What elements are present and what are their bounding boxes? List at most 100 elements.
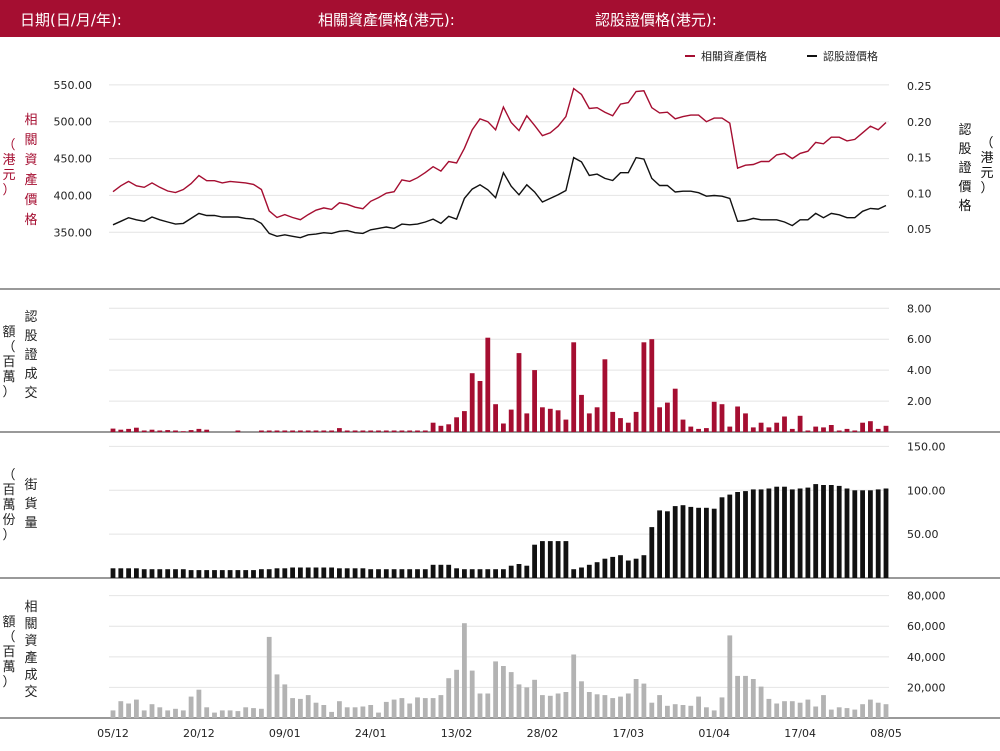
warrant-turnover-bar (149, 429, 155, 432)
underlying-turnover-bar (399, 698, 405, 718)
underlying-turnover-bar (633, 679, 639, 718)
panel4-axis-unit-char: ） (2, 675, 15, 690)
outstanding-bar (454, 568, 459, 578)
panel4-axis-unit-char: 萬 (2, 660, 15, 675)
warrant-turnover-bar (735, 406, 740, 432)
info-header-bar: 日期(日/月/年): 相關資產價格(港元): 認股證價格(港元): (0, 0, 1000, 37)
panel3-axis-unit-char: 萬 (2, 498, 15, 513)
left-axis-unit-char: 港 (2, 153, 15, 168)
right-tick-label: 20,000 (907, 681, 946, 694)
warrant-turnover-bar (422, 430, 428, 432)
warrant-turnover-bar (610, 411, 616, 432)
underlying-turnover-bar (766, 698, 772, 718)
warrant-turnover-bar (501, 423, 506, 432)
warrant-turnover-bar (750, 427, 756, 432)
outstanding-bar (415, 569, 420, 578)
left-tick-label: 450.00 (54, 153, 93, 166)
left-axis-title-char: 價 (24, 193, 37, 208)
outstanding-bar (782, 486, 787, 578)
warrant-turnover-bar (602, 359, 608, 432)
warrant-turnover-bar (438, 425, 444, 432)
outstanding-bar (501, 569, 506, 578)
panel4-axis-title-char: 相 (24, 600, 37, 615)
warrant-turnover-bar (485, 337, 491, 432)
warrant-turnover-bar (391, 430, 397, 432)
warrant-turnover-bar (337, 428, 342, 432)
warrant-turnover-bar (704, 428, 709, 432)
outstanding-bar (126, 568, 131, 578)
warrant-turnover-bar (696, 428, 701, 432)
date-label: 日期(日/月/年): (20, 11, 122, 29)
outstanding-bar (508, 565, 514, 578)
underlying-turnover-bar (376, 712, 381, 718)
right-tick-label: 2.00 (907, 395, 932, 408)
warrant-turnover-bar (313, 430, 319, 432)
warrant-turnover-bar (563, 419, 569, 432)
underlying-turnover-bar (625, 693, 631, 718)
underlying-turnover-bar (188, 696, 194, 718)
outstanding-bar (516, 564, 522, 578)
right-tick-label: 8.00 (907, 302, 932, 315)
outstanding-bar (485, 569, 491, 578)
x-tick-label: 01/04 (698, 727, 730, 740)
warrant-turnover-bar (344, 430, 350, 432)
warrant-turnover-bar (571, 342, 577, 432)
left-axis-unit-char: （ (2, 138, 15, 153)
warrant-turnover-bar (579, 394, 584, 432)
warrant-turnover-bar (274, 430, 280, 432)
outstanding-bar (407, 569, 413, 578)
underlying-turnover-bar (141, 710, 147, 718)
warrant-turnover-bar (173, 430, 178, 432)
underlying-turnover-bar (469, 670, 475, 718)
underlying-turnover-bar (118, 701, 124, 718)
outstanding-bar (493, 569, 498, 578)
underlying-turnover-bar (602, 695, 608, 718)
outstanding-bar (118, 568, 124, 578)
legend-underlying-label: 相關資產價格 (701, 49, 767, 63)
underlying-turnover-bar (797, 702, 803, 718)
outstanding-bar (766, 488, 772, 578)
outstanding-bar (243, 570, 249, 578)
right-tick-label: 4.00 (907, 364, 932, 377)
warrant-turnover-bar (204, 429, 210, 432)
panel3-axis-unit-char: （ (2, 468, 15, 483)
x-tick-label: 20/12 (183, 727, 215, 740)
warrant-turnover-bar (430, 422, 436, 432)
panel4-axis-unit-char: （ (2, 630, 15, 645)
outstanding-bar (469, 569, 475, 578)
underlying-turnover-bar (860, 704, 865, 718)
outstanding-bar (157, 569, 163, 578)
warrant-turnover-bar (508, 409, 514, 432)
outstanding-bar (821, 485, 826, 578)
warrant-turnover-bar (743, 413, 748, 432)
underlying-turnover-bar (219, 710, 225, 718)
outstanding-bar (532, 544, 537, 578)
warrant-price-line (112, 156, 887, 239)
underlying-turnover-bar (868, 699, 873, 718)
warrant-turnover-bar (633, 411, 639, 432)
underlying-turnover-bar (313, 702, 319, 718)
panel4-axis-title-char: 產 (24, 650, 37, 666)
warrant-turnover-bar (680, 419, 686, 432)
underlying-turnover-bar (180, 710, 186, 718)
outstanding-bar (711, 508, 717, 578)
panel2-axis-title-char: 證 (24, 347, 37, 363)
underlying-turnover-bar (508, 672, 514, 718)
underlying-turnover-bar (727, 635, 733, 718)
warrant-turnover-bar (376, 430, 381, 432)
warrant-turnover-bar (462, 411, 467, 432)
outstanding-bar (579, 567, 584, 578)
panel4-axis-title-char: 成 (24, 668, 37, 683)
outstanding-bar (422, 569, 428, 578)
right-tick-label: 80,000 (907, 590, 946, 603)
underlying-turnover-bar (391, 699, 397, 718)
underlying-turnover-bar (329, 711, 334, 718)
outstanding-bar (540, 541, 545, 578)
warrant-turnover-bar (618, 418, 623, 432)
outstanding-bar (399, 569, 405, 578)
outstanding-bar (696, 507, 701, 578)
outstanding-bar (618, 555, 623, 578)
right-axis-title-char: 證 (958, 160, 971, 176)
outstanding-bar (610, 556, 616, 578)
underlying-turnover-bar (750, 679, 756, 718)
